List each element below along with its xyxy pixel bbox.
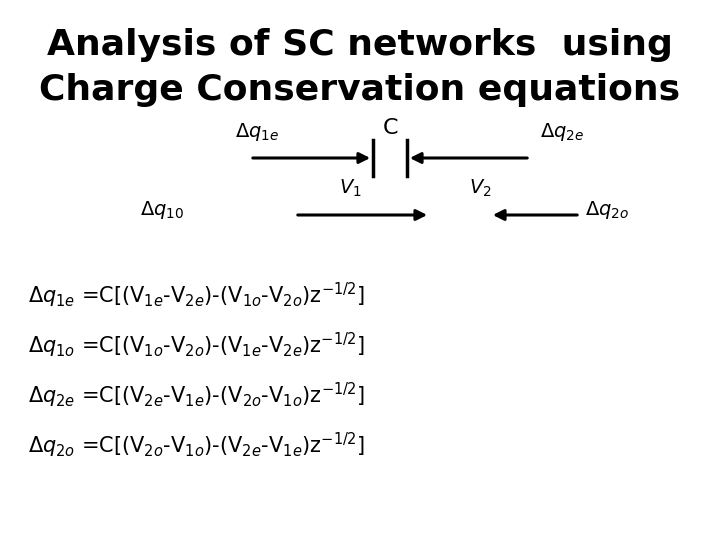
Text: $\Delta q_{1o}$ =C[(V$_{1o}$-V$_{2o}$)-(V$_{1e}$-V$_{2e}$)z$^{-1/2}$]: $\Delta q_{1o}$ =C[(V$_{1o}$-V$_{2o}$)-(… — [28, 330, 365, 360]
Text: $\Delta q_{1e}$: $\Delta q_{1e}$ — [235, 121, 279, 143]
Text: Charge Conservation equations: Charge Conservation equations — [40, 73, 680, 107]
Text: C: C — [382, 118, 397, 138]
Text: $\Delta q_{10}$: $\Delta q_{10}$ — [140, 199, 184, 221]
Text: $V_1$: $V_1$ — [338, 177, 361, 199]
Text: $\Delta q_{2e}$: $\Delta q_{2e}$ — [540, 121, 584, 143]
Text: Analysis of SC networks  using: Analysis of SC networks using — [47, 28, 673, 62]
Text: $\Delta q_{1e}$ =C[(V$_{1e}$-V$_{2e}$)-(V$_{1o}$-V$_{2o}$)z$^{-1/2}$]: $\Delta q_{1e}$ =C[(V$_{1e}$-V$_{2e}$)-(… — [28, 280, 365, 309]
Text: $V_2$: $V_2$ — [469, 177, 491, 199]
Text: $\Delta q_{2e}$ =C[(V$_{2e}$-V$_{1e}$)-(V$_{2o}$-V$_{1o}$)z$^{-1/2}$]: $\Delta q_{2e}$ =C[(V$_{2e}$-V$_{1e}$)-(… — [28, 380, 365, 410]
Text: $\Delta q_{2o}$: $\Delta q_{2o}$ — [585, 199, 629, 221]
Text: $\Delta q_{2o}$ =C[(V$_{2o}$-V$_{1o}$)-(V$_{2e}$-V$_{1e}$)z$^{-1/2}$]: $\Delta q_{2o}$ =C[(V$_{2o}$-V$_{1o}$)-(… — [28, 430, 365, 460]
